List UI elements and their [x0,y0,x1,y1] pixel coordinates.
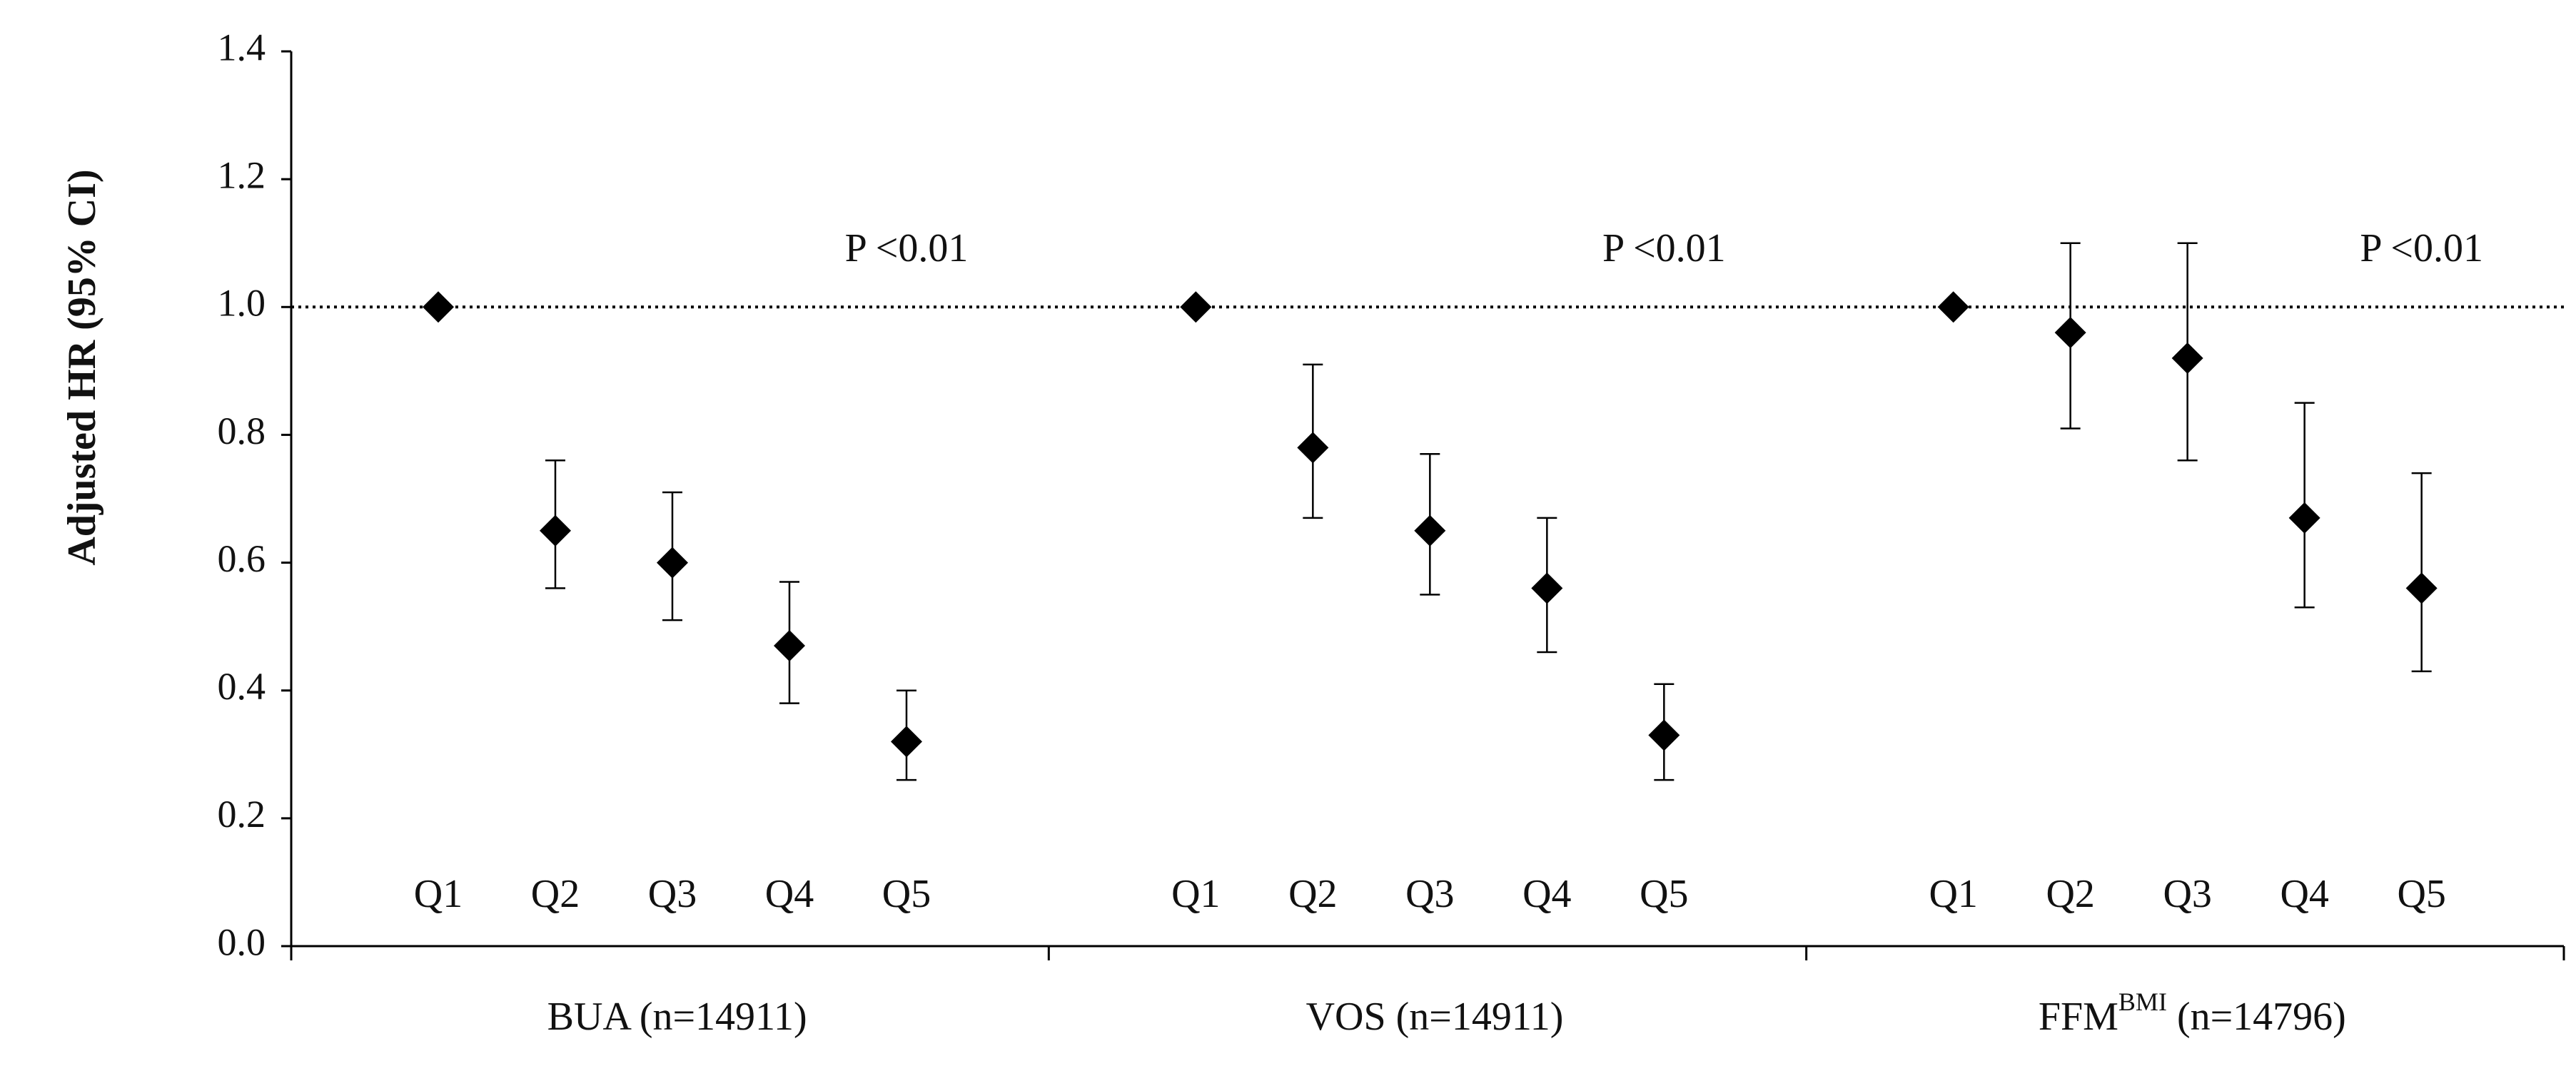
group-label-rest: (n=14796) [2167,995,2346,1039]
group-label-main: VOS [1306,995,1386,1039]
group-label-ffmbmi: FFMBMI (n=14796) [2039,988,2346,1039]
quintile-label: Q3 [1405,872,1454,916]
point-ffmbmi-q3 [2171,342,2203,374]
quintile-label: Q1 [1929,872,1977,916]
quintile-label: Q5 [1640,872,1688,916]
quintile-label: Q4 [2280,872,2328,916]
point-vos-q1 [1180,291,1212,323]
y-tick-label: 1.2 [218,154,266,197]
point-ffmbmi-q5 [2405,572,2438,604]
y-tick-label: 1.4 [218,26,266,68]
y-tick-label: 0.8 [218,410,266,452]
point-bua-q5 [891,726,922,758]
point-ffmbmi-q4 [2288,502,2320,534]
p-value-label: P <0.01 [2360,226,2483,270]
quintile-label: Q4 [1522,872,1571,916]
group-label-bua: BUA (n=14911) [547,995,807,1039]
quintile-label: Q2 [2046,872,2094,916]
point-bua-q3 [657,547,688,579]
group-label-rest: (n=14911) [630,995,807,1039]
quintile-label: Q3 [2163,872,2211,916]
p-value-label: P <0.01 [1602,226,1726,270]
chart-labels: 0.0 0.2 0.4 0.6 0.8 1.0 1.2 1.4 Q1 Q2 Q3 Q4 Q5 P <0.0… [218,26,2483,1038]
point-bua-q2 [540,514,571,547]
y-tick-label: 0.4 [218,665,266,708]
group-label-vos: VOS (n=14911) [1306,995,1564,1039]
y-tick-label: 0.0 [218,920,266,963]
quintile-label: Q2 [531,872,580,916]
quintile-label: Q4 [765,872,814,916]
axes [281,50,2565,960]
group-label-main: FFM [2039,995,2118,1039]
group-label-rest: (n=14911) [1386,995,1564,1039]
point-vos-q4 [1531,572,1563,604]
y-tick-label: 0.6 [218,537,266,580]
quintile-label: Q1 [1171,872,1220,916]
quintile-label: Q3 [648,872,697,916]
quintile-label: Q2 [1288,872,1337,916]
point-vos-q3 [1414,514,1446,547]
quintile-label: Q5 [2397,872,2445,916]
point-ffmbmi-q1 [1937,291,1969,323]
y-tick-label: 1.0 [218,282,266,325]
y-axis-title: Adjusted HR (95% CI) [60,169,104,565]
point-bua-q4 [774,630,805,662]
quintile-label: Q5 [882,872,931,916]
point-vos-q5 [1648,719,1680,751]
point-ffmbmi-q2 [2054,317,2086,349]
quintile-label: Q1 [414,872,463,916]
group-label-main: BUA [547,995,632,1039]
point-vos-q2 [1297,432,1329,464]
y-tick-label: 0.2 [218,793,266,836]
point-bua-q1 [423,291,454,323]
group-label-superscript: BMI [2118,988,2167,1016]
chart-marks [423,242,2438,781]
p-value-label: P <0.01 [845,226,969,270]
